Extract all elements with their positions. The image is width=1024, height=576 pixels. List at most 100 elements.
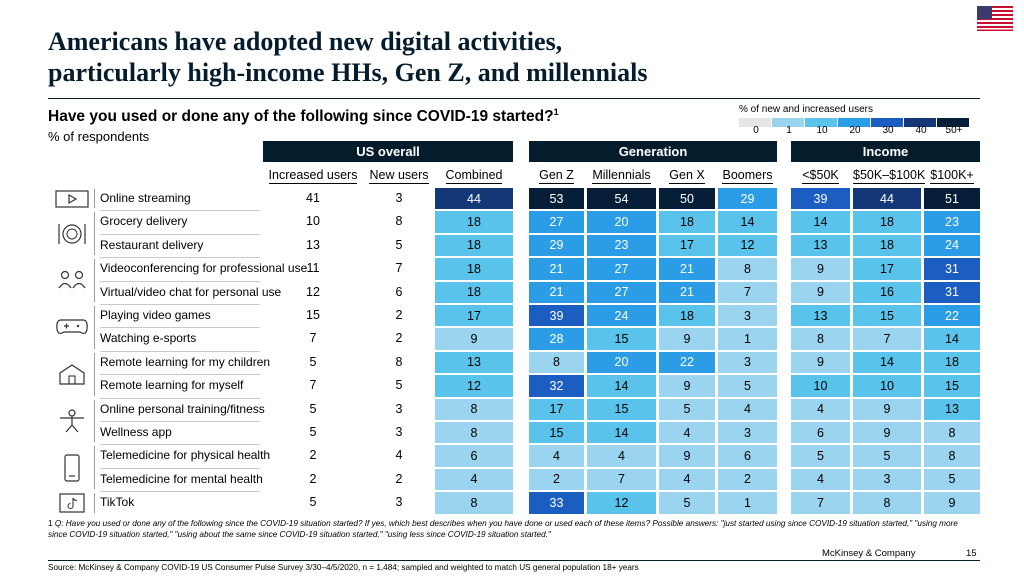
heat-cell: 5 xyxy=(924,468,980,491)
column-header-label: Gen X xyxy=(669,168,705,184)
legend-swatch xyxy=(739,118,771,127)
heat-cell: 7 xyxy=(853,328,921,350)
increased-value: 2 xyxy=(309,471,317,486)
column-header: <$50K xyxy=(791,168,850,184)
row-label: Wellness app xyxy=(100,425,172,439)
heat-cell: 15 xyxy=(587,328,656,350)
heat-cell: 21 xyxy=(529,258,584,280)
heat-cell: 27 xyxy=(587,281,656,303)
heat-cell: 7 xyxy=(587,468,656,491)
heat-cell: 18 xyxy=(924,351,980,374)
heat-cell: 9 xyxy=(659,328,715,350)
column-header-label: Millennials xyxy=(592,168,651,184)
legend-swatch xyxy=(805,118,837,127)
row-label: Online personal training/fitness xyxy=(100,401,265,416)
new-value: 8 xyxy=(395,214,403,229)
row-separator xyxy=(100,491,260,493)
heat-cell: 50 xyxy=(659,188,715,210)
heat-cell: 4 xyxy=(718,398,777,420)
heat-cell: 9 xyxy=(435,328,513,350)
legend-swatch xyxy=(838,118,870,127)
heat-cell: 29 xyxy=(529,234,584,257)
legend-swatch xyxy=(772,118,804,127)
heat-cell: 9 xyxy=(853,422,921,444)
legend-label: 30 xyxy=(882,125,894,136)
grocery-icon xyxy=(50,212,95,256)
heat-cell: 8 xyxy=(791,328,850,350)
heat-cell: 12 xyxy=(718,234,777,257)
heat-cell: 8 xyxy=(435,492,513,514)
legend-swatch xyxy=(937,118,969,127)
subtitle: % of respondents xyxy=(48,129,150,144)
heat-cell: 7 xyxy=(718,281,777,303)
heat-cell: 17 xyxy=(659,234,715,257)
heat-cell: 2 xyxy=(529,468,584,491)
heat-cell: 14 xyxy=(791,211,850,233)
heat-cell: 44 xyxy=(435,188,513,210)
heat-cell: 15 xyxy=(924,375,980,397)
row-separator xyxy=(100,327,260,329)
heat-cell: 4 xyxy=(659,468,715,491)
us-flag-icon xyxy=(977,6,1013,31)
footnote-number: 1 xyxy=(48,519,53,528)
heat-cell: 18 xyxy=(435,211,513,233)
row-separator xyxy=(100,374,260,376)
increased-value: 15 xyxy=(306,308,320,322)
heat-cell: 4 xyxy=(791,468,850,491)
videoconference-icon xyxy=(50,259,95,302)
heat-cell: 18 xyxy=(659,305,715,327)
heat-cell: 8 xyxy=(435,398,513,420)
column-header-label: Gen Z xyxy=(539,168,574,184)
heat-cell: 18 xyxy=(853,234,921,257)
row-separator xyxy=(100,233,260,235)
heat-cell: 39 xyxy=(529,305,584,327)
heat-cell: 15 xyxy=(587,398,656,420)
row-label: Virtual/video chat for personal use xyxy=(100,284,282,299)
footnote-text: Q: Have you used or done any of the foll… xyxy=(48,519,958,539)
increased-value: 7 xyxy=(309,378,317,393)
heat-cell: 9 xyxy=(853,398,921,420)
heat-cell: 4 xyxy=(587,445,656,467)
increased-value: 7 xyxy=(309,331,317,346)
column-header: Combined xyxy=(435,168,513,184)
heat-cell: 14 xyxy=(587,422,656,444)
new-value: 8 xyxy=(395,354,403,369)
heat-cell: 14 xyxy=(587,375,656,397)
heat-cell: 12 xyxy=(435,375,513,397)
row-label: Remote learning for myself xyxy=(100,378,244,393)
new-value: 5 xyxy=(395,378,403,393)
heat-cell: 17 xyxy=(435,305,513,327)
row-label: Telemedicine for mental health xyxy=(100,471,263,486)
legend-label: 50+ xyxy=(945,125,963,136)
row-label: Watching e-sports xyxy=(100,331,197,346)
heat-cell: 18 xyxy=(435,258,513,280)
question-text: Have you used or done any of the followi… xyxy=(48,108,554,126)
row-label: Telemedicine for physical health xyxy=(100,448,271,463)
new-value: 2 xyxy=(395,308,403,322)
heat-cell: 5 xyxy=(791,445,850,467)
heat-cell: 10 xyxy=(853,375,921,397)
row-label: Playing video games xyxy=(100,308,211,322)
heat-cell: 20 xyxy=(587,211,656,233)
heat-cell: 9 xyxy=(659,445,715,467)
column-header: Gen X xyxy=(659,168,715,184)
increased-value: 41 xyxy=(306,191,320,205)
legend-label: 0 xyxy=(753,125,759,136)
group-header: Generation xyxy=(529,141,777,162)
increased-value: 11 xyxy=(306,261,320,276)
column-header-label: New users xyxy=(369,168,429,184)
heat-cell: 17 xyxy=(529,398,584,420)
heat-cell: 8 xyxy=(529,351,584,374)
school-icon xyxy=(50,352,95,396)
streaming-icon xyxy=(50,189,95,209)
title-line-2: particularly high-income HHs, Gen Z, and… xyxy=(48,58,648,87)
heat-cell: 21 xyxy=(659,258,715,280)
new-value: 7 xyxy=(395,261,403,276)
source: Source: McKinsey & Company COVID-19 US C… xyxy=(48,563,639,572)
new-value: 4 xyxy=(395,448,403,463)
heat-cell: 3 xyxy=(718,305,777,327)
increased-value: 13 xyxy=(306,237,320,252)
heat-cell: 22 xyxy=(924,305,980,327)
heat-cell: 9 xyxy=(791,281,850,303)
heat-cell: 6 xyxy=(435,445,513,467)
